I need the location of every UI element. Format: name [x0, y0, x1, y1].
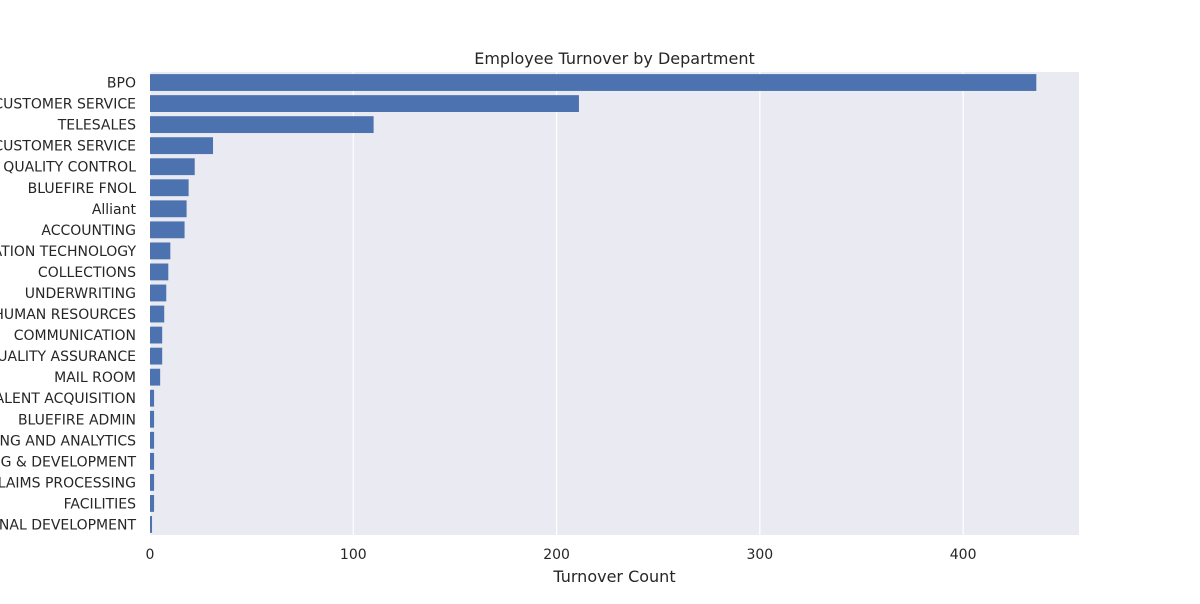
bar: [150, 410, 155, 428]
bar: [150, 495, 155, 512]
y-tick-label: ACCOUNTING: [41, 223, 136, 239]
plot-area: [150, 72, 1079, 535]
y-tick-label: BLUEFIRE FNOL: [28, 181, 137, 197]
bar: [150, 242, 171, 260]
bar: [150, 179, 189, 197]
y-tick-label: CUSTOMER SERVICE: [0, 139, 136, 155]
bar: [150, 137, 214, 155]
bar: [150, 74, 1037, 91]
y-tick-label: HUMAN RESOURCES: [0, 307, 136, 323]
y-tick-labels: BPO CUSTOMER SERVICE TELESALES CUSTOMER SER…: [0, 76, 137, 534]
y-tick-label: Alliant: [92, 202, 137, 218]
y-tick-label: QUALITY ASSURANCE: [0, 349, 136, 365]
bar: [150, 389, 155, 407]
bar: [150, 221, 185, 239]
y-tick-label: BLUEFIRE ADMIN: [18, 412, 136, 428]
x-tick-label: 200: [543, 547, 570, 563]
bar: [150, 158, 195, 176]
y-tick-label: TRAINING & DEVELOPMENT: [0, 454, 136, 470]
x-tick-label: 300: [746, 547, 773, 563]
y-tick-label: COLLECTIONS: [38, 265, 136, 281]
bar: [150, 116, 374, 134]
bars: [150, 74, 1037, 533]
bar: [150, 347, 163, 365]
bar: [150, 263, 169, 281]
bar: [150, 305, 165, 323]
bar: [150, 516, 153, 533]
x-tick-labels: 0 100 200 300 400: [146, 547, 977, 563]
bar: [150, 326, 163, 344]
chart-title: Employee Turnover by Department: [474, 49, 755, 68]
bar: [150, 200, 187, 218]
x-tick-label: 400: [950, 547, 977, 563]
x-axis-label: Turnover Count: [552, 567, 675, 586]
bar: [150, 473, 155, 491]
y-tick-label: QUALITY CONTROL: [3, 160, 136, 176]
y-tick-label: INFORMATION TECHNOLOGY: [0, 244, 136, 260]
bar: [150, 95, 579, 112]
x-tick-label: 100: [340, 547, 367, 563]
y-tick-label: REPORTING AND ANALYTICS: [0, 433, 136, 449]
y-tick-label: CUSTOMER SERVICE: [0, 97, 136, 113]
bar: [150, 452, 155, 470]
y-tick-label: MAIL ROOM: [54, 370, 136, 386]
y-tick-label: ORGANIZATIONAL DEVELOPMENT: [0, 517, 136, 533]
y-tick-label: FACILITIES: [64, 496, 136, 512]
y-tick-label: BPO: [107, 76, 136, 92]
y-tick-label: TALENT ACQUISITION: [0, 391, 136, 407]
y-tick-label: UNDERWRITING: [25, 286, 136, 302]
bar: [150, 284, 167, 302]
bar: [150, 368, 161, 386]
y-tick-label: COMMUNICATION: [14, 328, 136, 344]
x-tick-label: 0: [146, 547, 155, 563]
y-tick-label: CLAIMS PROCESSING: [0, 475, 136, 491]
y-tick-label: TELESALES: [57, 118, 136, 134]
bar: [150, 431, 155, 449]
